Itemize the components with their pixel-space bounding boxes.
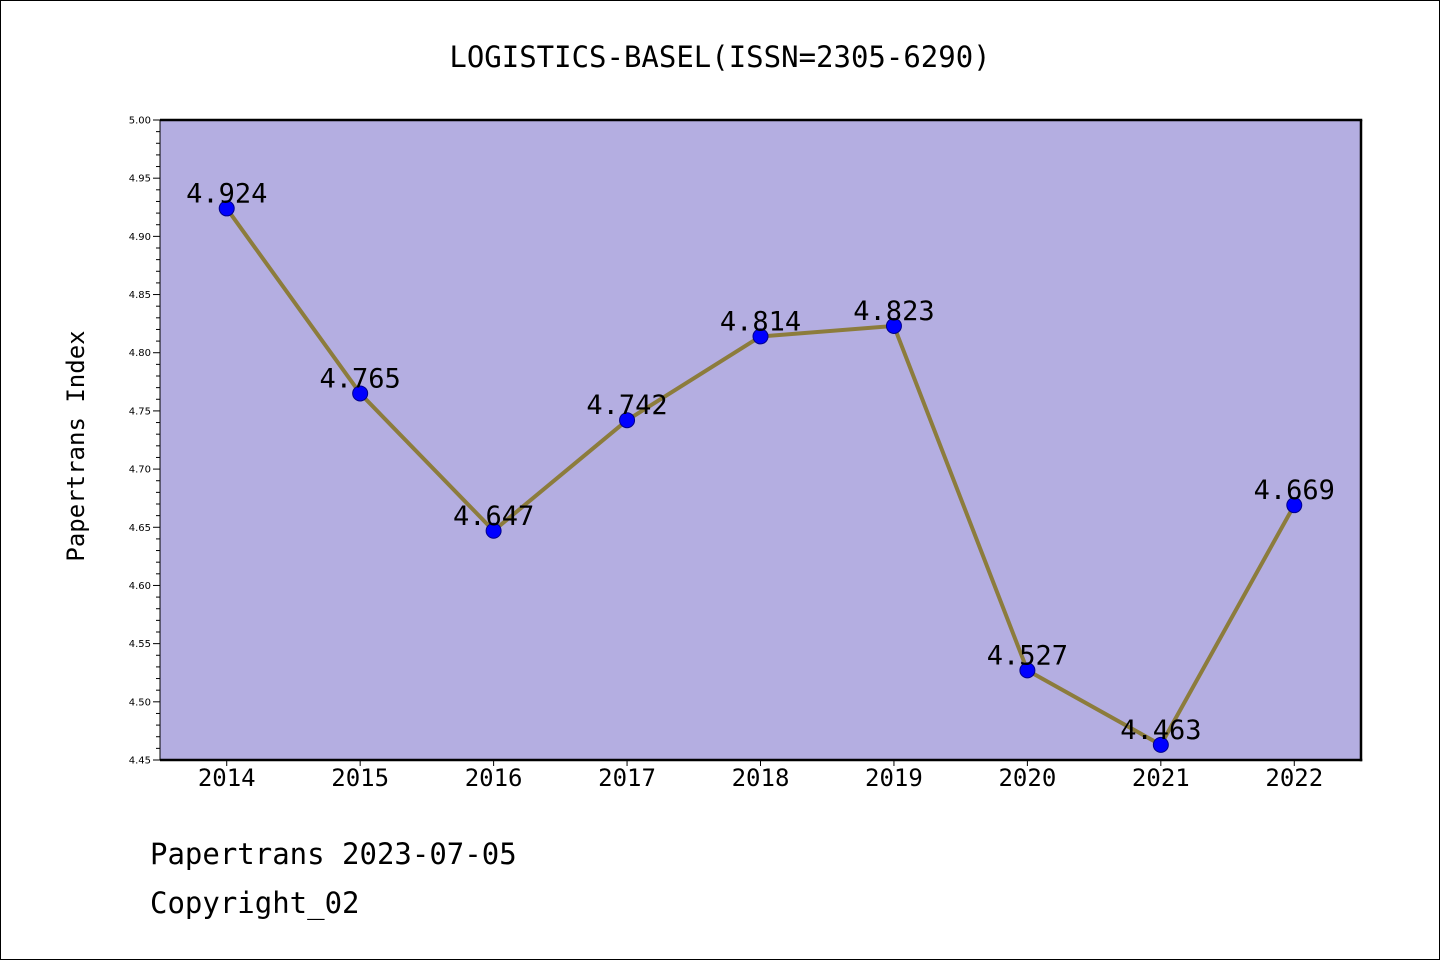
y-tick-label: 4.70 <box>129 465 151 476</box>
y-tick-label: 4.80 <box>129 348 151 359</box>
x-tick-label: 2015 <box>331 764 389 792</box>
x-tick-label: 2020 <box>998 764 1056 792</box>
plot-area <box>160 120 1361 760</box>
data-point <box>1152 736 1169 753</box>
data-label: 4.669 <box>1254 475 1335 506</box>
data-point <box>752 328 769 345</box>
data-point <box>1286 497 1303 514</box>
y-tick-label: 4.85 <box>129 290 151 301</box>
data-label: 4.823 <box>853 296 934 327</box>
x-tick-label: 2019 <box>865 764 923 792</box>
y-tick-label: 4.90 <box>129 232 151 243</box>
y-tick-label: 4.55 <box>129 639 151 650</box>
data-point <box>619 412 636 429</box>
y-tick-label: 4.50 <box>129 697 151 708</box>
data-point <box>218 200 235 217</box>
y-tick-label: 4.95 <box>129 174 151 185</box>
x-tick-label: 2022 <box>1265 764 1323 792</box>
x-tick-label: 2018 <box>732 764 790 792</box>
plot-layer: 4.45 4.50 4.55 4.60 4.65 4.70 4.75 4.80 4.85 4.90… <box>129 116 1363 792</box>
data-point <box>352 385 369 402</box>
footer-copyright: Copyright_02 <box>150 886 360 921</box>
x-tick-label: 2017 <box>598 764 656 792</box>
y-tick-label: 4.60 <box>129 581 151 592</box>
x-tick-label: 2016 <box>465 764 523 792</box>
data-label: 4.765 <box>320 363 401 394</box>
data-point <box>485 522 502 539</box>
y-tick-label: 4.45 <box>129 756 151 767</box>
data-point <box>885 317 902 334</box>
data-label: 4.814 <box>720 306 801 337</box>
x-tick-label: 2021 <box>1132 764 1190 792</box>
data-point <box>1019 662 1036 679</box>
data-label: 4.463 <box>1120 715 1201 746</box>
y-tick-label: 5.00 <box>129 116 151 127</box>
data-label: 4.647 <box>453 501 534 532</box>
chart-title: LOGISTICS-BASEL(ISSN=2305-6290) <box>449 40 990 74</box>
y-tick-label: 4.65 <box>129 523 151 534</box>
y-axis-label: Papertrans Index <box>62 330 90 561</box>
footer-date: Papertrans 2023-07-05 <box>150 837 517 871</box>
data-label: 4.742 <box>586 390 667 421</box>
data-label: 4.527 <box>987 640 1068 671</box>
x-tick-label: 2014 <box>198 764 256 792</box>
data-label: 4.924 <box>186 178 267 209</box>
y-tick-label: 4.75 <box>129 406 151 417</box>
